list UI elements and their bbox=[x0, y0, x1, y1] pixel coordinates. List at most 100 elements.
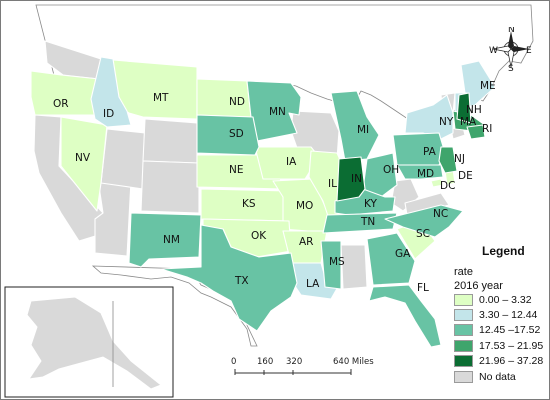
state-label-nv: NV bbox=[75, 152, 91, 164]
state-label-dc: DC bbox=[440, 180, 455, 192]
state-label-nc: NC bbox=[433, 208, 448, 220]
legend-title: Legend bbox=[482, 244, 525, 258]
state-ca bbox=[33, 114, 106, 242]
legend-label: No data bbox=[479, 370, 516, 383]
legend-row: 12.45 –17.52 bbox=[454, 323, 546, 338]
bin3-states bbox=[128, 80, 464, 348]
state-tn bbox=[322, 212, 398, 234]
south-label: S bbox=[508, 64, 514, 71]
state-dc bbox=[430, 178, 444, 188]
state-label-tx: TX bbox=[234, 275, 249, 287]
alaska-inset bbox=[4, 286, 174, 398]
state-label-fl: FL bbox=[417, 282, 429, 294]
legend-label: 21.96 – 37.28 bbox=[479, 355, 544, 368]
scale-bar-line bbox=[234, 369, 352, 375]
bin1-states bbox=[30, 58, 456, 264]
legend-swatch bbox=[454, 309, 473, 322]
scale-label-0: 0 bbox=[231, 357, 237, 367]
bin5-states bbox=[336, 92, 472, 202]
state-label-sc: SC bbox=[416, 228, 430, 240]
state-sd bbox=[196, 114, 260, 156]
north-label: N bbox=[508, 27, 515, 35]
state-md bbox=[396, 164, 444, 180]
state-ri bbox=[466, 124, 486, 140]
state-label-nh: NH bbox=[466, 104, 482, 116]
state-ms bbox=[320, 240, 342, 290]
state-label-in: IN bbox=[351, 173, 362, 185]
state-label-ri: RI bbox=[482, 123, 492, 135]
legend-label: 17.53 – 21.95 bbox=[479, 339, 544, 352]
state-label-nm: NM bbox=[163, 234, 180, 246]
legend-swatch bbox=[454, 355, 473, 368]
state-fl bbox=[368, 284, 442, 348]
state-ut bbox=[100, 128, 146, 190]
state-nm bbox=[128, 212, 202, 268]
state-label-oh: OH bbox=[383, 164, 399, 176]
legend-row: 0.00 – 3.32 bbox=[454, 292, 546, 307]
state-id bbox=[90, 56, 132, 128]
state-label-ga: GA bbox=[395, 248, 411, 260]
state-va bbox=[404, 192, 450, 216]
state-label-sd: SD bbox=[229, 128, 244, 140]
state-label-ky: KY bbox=[364, 198, 378, 210]
state-pa bbox=[392, 132, 446, 166]
state-al bbox=[340, 244, 368, 290]
legend-row: 3.30 – 12.44 bbox=[454, 307, 546, 322]
state-wy bbox=[142, 118, 198, 164]
state-co bbox=[140, 160, 200, 214]
state-label-nd: ND bbox=[229, 96, 245, 108]
state-label-nj: NJ bbox=[454, 153, 465, 165]
scale-label-320: 320 bbox=[286, 357, 303, 367]
state-label-mi: MI bbox=[357, 124, 369, 136]
state-label-id: ID bbox=[103, 108, 114, 120]
legend-swatch bbox=[454, 339, 473, 352]
state-label-mt: MT bbox=[153, 92, 169, 104]
legend-swatch bbox=[454, 370, 473, 383]
state-label-md: MD bbox=[417, 168, 434, 180]
state-label-ny: NY bbox=[439, 116, 454, 128]
state-label-mn: MN bbox=[269, 106, 286, 118]
legend-label: 3.30 – 12.44 bbox=[479, 309, 538, 322]
no-data-states bbox=[33, 40, 466, 290]
state-label-mo: MO bbox=[296, 200, 313, 212]
legend-classes: 0.00 – 3.32 3.30 – 12.44 12.45 –17.52 17.53… bbox=[454, 292, 546, 384]
state-ga bbox=[366, 232, 416, 286]
legend-swatch bbox=[454, 293, 473, 306]
legend-row: 21.96 – 37.28 bbox=[454, 354, 546, 369]
state-tx bbox=[160, 224, 298, 332]
state-label-il: IL bbox=[328, 178, 337, 190]
state-label-ia: IA bbox=[286, 156, 297, 168]
west-label: W bbox=[489, 46, 498, 56]
state-nj bbox=[438, 146, 458, 174]
state-label-me: ME bbox=[480, 80, 496, 92]
state-label-de: DE bbox=[458, 170, 473, 182]
legend-subtitle: 2016 year bbox=[454, 280, 503, 292]
state-label-tn: TN bbox=[360, 216, 375, 228]
state-label-ms: MS bbox=[329, 256, 345, 268]
state-label-ne: NE bbox=[229, 164, 244, 176]
scale-label-160: 160 bbox=[257, 357, 274, 367]
state-label-la: LA bbox=[306, 278, 320, 290]
legend-field: rate bbox=[454, 266, 473, 278]
state-label-pa: PA bbox=[423, 146, 437, 158]
state-nv bbox=[60, 116, 108, 212]
legend-row: No data bbox=[454, 369, 546, 384]
state-vt-hi bbox=[456, 92, 472, 124]
state-label-ar: AR bbox=[299, 236, 313, 248]
state-ny bbox=[404, 94, 454, 140]
state-ak bbox=[26, 296, 162, 390]
state-nc bbox=[384, 204, 464, 238]
legend-row: 17.53 – 21.95 bbox=[454, 338, 546, 353]
scale-label-640: 640 Miles bbox=[333, 357, 374, 367]
state-label-ok: OK bbox=[251, 230, 267, 242]
east-label: E bbox=[526, 46, 532, 56]
legend-swatch bbox=[454, 324, 473, 337]
legend-label: 12.45 –17.52 bbox=[479, 324, 541, 337]
legend: Legend rate 2016 year 0.00 – 3.32 3.30 – … bbox=[454, 244, 546, 384]
legend-label: 0.00 – 3.32 bbox=[479, 293, 532, 306]
state-label-or: OR bbox=[53, 98, 69, 110]
state-label-ma: MA bbox=[460, 116, 477, 128]
